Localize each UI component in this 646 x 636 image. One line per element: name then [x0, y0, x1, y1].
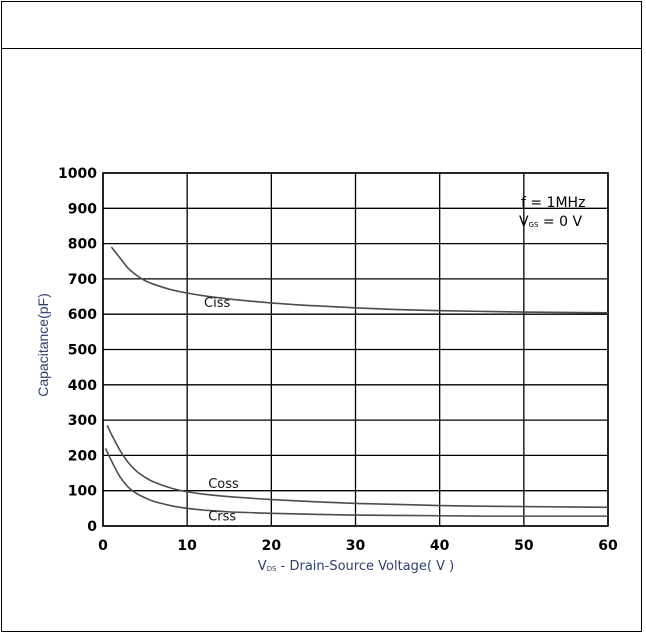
chart-grid — [102, 172, 609, 527]
x-axis-label-v: V — [258, 559, 267, 574]
x-tick-labels: 0 10 20 30 40 50 60 — [98, 538, 618, 554]
annotation-vgs: VGS = 0 V — [519, 214, 582, 230]
series-label-ciss: Ciss — [204, 296, 230, 311]
y-tick-label: 200 — [68, 448, 97, 464]
header-band — [2, 2, 641, 49]
y-tick-label: 1000 — [58, 166, 97, 182]
y-tick-label: 300 — [68, 413, 97, 429]
x-axis-label-sub: DS — [267, 565, 277, 573]
y-tick-label: 800 — [68, 237, 97, 253]
plot-border — [102, 172, 609, 527]
series-label-coss: Coss — [208, 477, 239, 492]
x-tick-label: 30 — [346, 538, 366, 554]
x-tick-label: 20 — [262, 538, 282, 554]
x-tick-label: 0 — [98, 538, 108, 554]
y-tick-label: 100 — [68, 484, 97, 500]
x-tick-label: 10 — [177, 538, 197, 554]
y-tick-labels: 0 100 200 300 400 500 600 700 800 900 1000 — [58, 166, 97, 535]
annotation-frequency: f = 1MHz — [521, 195, 585, 211]
x-axis-label-rest: - Drain-Source Voltage( V ) — [277, 559, 455, 574]
annotation-vgs-rest: = 0 V — [538, 214, 582, 230]
y-tick-label: 400 — [68, 378, 97, 394]
y-axis-label: Capacitance(pF) — [35, 293, 51, 397]
y-tick-label: 500 — [68, 343, 97, 359]
y-tick-label: 900 — [68, 201, 97, 217]
series-label-crss: Crss — [208, 510, 236, 525]
series-lines — [104, 246, 609, 517]
x-tick-label: 40 — [430, 538, 450, 554]
series-line-crss — [104, 447, 608, 517]
y-tick-label: 700 — [68, 272, 97, 288]
x-axis-label: VDS - Drain-Source Voltage( V ) — [258, 559, 454, 574]
annotation-vgs-sub: GS — [529, 221, 539, 229]
series-line-ciss — [110, 246, 609, 314]
series-labels: Ciss Coss Crss — [204, 296, 239, 525]
x-tick-label: 50 — [514, 538, 534, 554]
y-tick-label: 600 — [68, 307, 97, 323]
x-tick-label: 60 — [598, 538, 618, 554]
annotation-vgs-v: V — [519, 214, 529, 230]
y-tick-label: 0 — [87, 519, 97, 535]
series-line-coss — [106, 425, 609, 509]
